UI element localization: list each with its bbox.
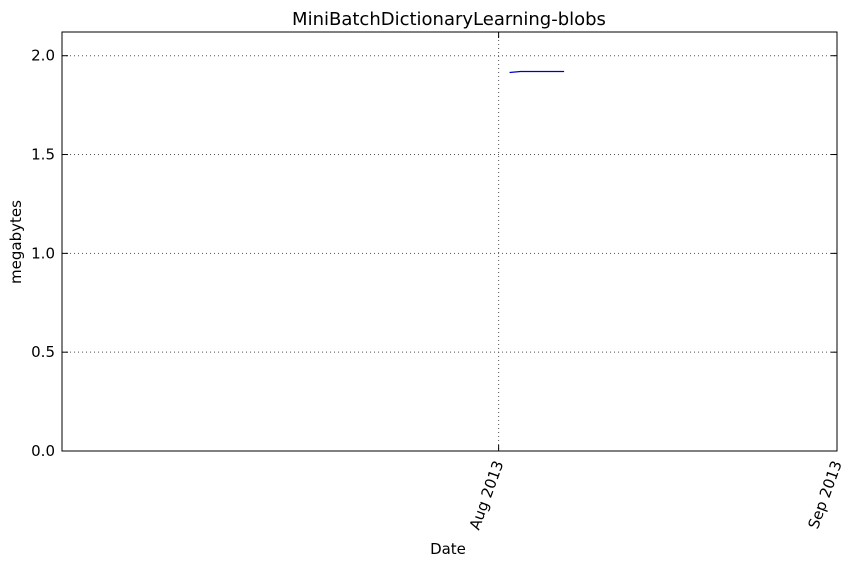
tick-layer: [62, 32, 838, 452]
y-tick-label: 0.0: [31, 442, 55, 460]
x-axis-label: Date: [430, 540, 466, 558]
plot-frame: [61, 31, 838, 452]
series-layer: [509, 70, 565, 74]
y-tick-label: 2.0: [31, 47, 55, 65]
y-tick-label: 0.5: [31, 343, 55, 361]
chart-title: MiniBatchDictionaryLearning-blobs: [292, 9, 606, 30]
x-tick-label: Sep 2013: [804, 458, 845, 531]
y-tick-label: 1.5: [31, 146, 55, 164]
plot-area: [62, 32, 837, 451]
y-axis-label: megabytes: [7, 200, 25, 284]
y-tick-labels: 0.0 0.5 1.0 1.5 2.0: [31, 47, 55, 460]
x-tick-label: Aug 2013: [466, 458, 508, 532]
x-tick-labels: Aug 2013 Sep 2013: [466, 458, 846, 532]
y-tick-label: 1.0: [31, 244, 55, 262]
series-line: [509, 70, 565, 74]
